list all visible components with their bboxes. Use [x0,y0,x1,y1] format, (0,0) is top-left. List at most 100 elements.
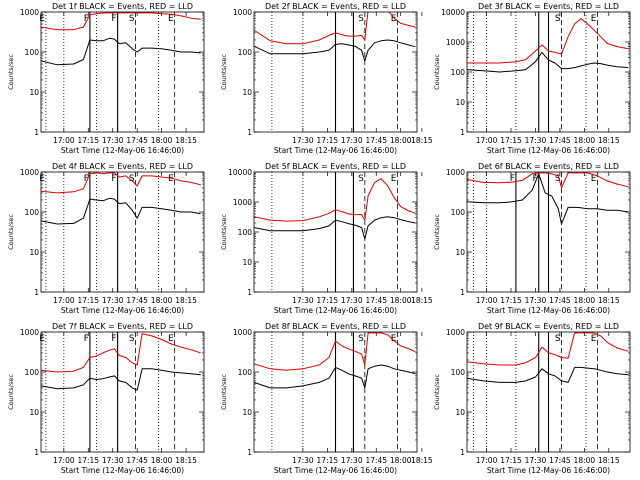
series-line-events [41,368,201,391]
marker-label: F [533,174,538,184]
series-line-lld [41,172,201,194]
marker-label: S [358,174,364,184]
x-tick-label: 17:30 [525,456,547,465]
x-tick-label: 18:00 [574,296,596,305]
chart-panel-7: Det 7f BLACK = Events, RED = LLD 1 10 100 10… [7,322,205,475]
y-tick-label: 10 [29,408,39,417]
y-tick-label: 10 [455,408,465,417]
plot-frame [40,171,205,293]
marker-label: E [39,334,45,344]
marker-label: F [111,14,116,24]
series-line-lld [254,332,416,371]
y-tick-label: 100 [451,208,466,217]
marker-label: E [168,334,174,344]
marker-label: F [84,174,89,184]
x-tick-label: 17:15 [77,136,99,145]
y-tick-label: 1000 [446,168,465,177]
x-tick-label: 17:45 [365,296,387,305]
x-tick-label: 18:00 [390,136,412,145]
marker-label: F [111,174,116,184]
x-axis-label: Start Time (12-May-06 16:46:00) [274,306,397,315]
marker-label: E [39,174,45,184]
y-axis-label: Counts/sec [433,214,441,250]
series-line-lld [467,332,629,366]
x-tick-label: 17:15 [77,456,99,465]
marker-label: F [84,334,89,344]
plot-frame [40,11,205,133]
x-tick-label: 17:45 [126,456,148,465]
chart-panel-9: Det 9f BLACK = Events, RED = LLD 1 10 100 10… [433,322,631,475]
chart-panel-8: Det 8f BLACK = Events, RED = LLD 1 10 100 10… [220,322,433,475]
x-tick-label: 17:45 [365,136,387,145]
x-tick-label: 17:45 [549,456,571,465]
chart-title: Det 2f BLACK = Events, RED = LLD [265,2,406,11]
x-axis-label: Start Time (12-May-06 16:46:00) [487,466,610,475]
x-tick-label: 17:45 [549,136,571,145]
series-line-lld [254,12,416,45]
plot-frame [466,331,631,453]
x-tick-label: 18:15 [598,136,620,145]
x-tick-label: 17:00 [53,296,75,305]
x-tick-label: 18:00 [390,456,412,465]
marker-label: E [391,174,397,184]
marker-label: E [168,14,174,24]
x-tick-label: 17:30 [292,456,314,465]
x-axis-label: Start Time (12-May-06 16:46:00) [61,306,184,315]
plot-frame [466,11,631,133]
x-tick-label: 18:00 [390,296,412,305]
x-tick-label: 17:30 [341,296,363,305]
marker-label: S [555,334,561,344]
x-tick-label: 17:45 [549,296,571,305]
x-axis-label: Start Time (12-May-06 16:46:00) [61,466,184,475]
series-line-events [254,364,416,389]
x-axis-label: Start Time (12-May-06 16:46:00) [487,306,610,315]
y-tick-label: 100 [451,68,466,77]
y-tick-label: 1 [247,448,252,457]
y-tick-label: 1 [460,448,465,457]
series-line-lld [254,178,416,222]
marker-label: S [358,334,364,344]
y-tick-label: 10000 [441,8,465,17]
x-tick-label: 17:30 [292,136,314,145]
chart-panel-5: Det 5f BLACK = Events, RED = LLD 1 10 100 10… [220,162,433,315]
chart-title: Det 7f BLACK = Events, RED = LLD [52,322,193,331]
y-tick-label: 1000 [233,8,252,17]
y-tick-label: 10 [242,408,252,417]
x-tick-label: 17:00 [476,296,498,305]
y-tick-label: 10 [242,258,252,267]
y-tick-label: 100 [238,368,253,377]
chart-title: Det 4f BLACK = Events, RED = LLD [52,162,193,171]
x-tick-label: 18:00 [151,296,173,305]
x-tick-label: 17:15 [317,456,339,465]
x-tick-label: 18:15 [175,456,197,465]
x-tick-label: 17:45 [126,136,148,145]
chart-title: Det 5f BLACK = Events, RED = LLD [265,162,406,171]
x-tick-label: 18:15 [598,456,620,465]
x-tick-label: 18:15 [411,136,433,145]
y-tick-label: 1 [247,128,252,137]
y-tick-label: 10 [455,248,465,257]
y-tick-label: 10 [242,88,252,97]
x-tick-label: 17:45 [365,456,387,465]
plot-frame [253,11,418,133]
series-line-lld [41,12,201,31]
y-axis-label: Counts/sec [7,214,15,250]
series-line-events [467,51,629,73]
marker-label: S [129,14,135,24]
chart-panel-4: Det 4f BLACK = Events, RED = LLD 1 10 100 10… [7,162,205,315]
series-line-events [467,173,629,225]
y-tick-label: 1000 [20,328,39,337]
x-axis-label: Start Time (12-May-06 16:46:00) [487,146,610,155]
x-tick-label: 17:30 [102,456,124,465]
x-tick-label: 17:30 [292,296,314,305]
marker-label: S [129,174,135,184]
marker-label: F [84,14,89,24]
x-tick-label: 18:00 [574,136,596,145]
y-tick-label: 100 [238,228,253,237]
marker-label: S [358,14,364,24]
marker-label: E [39,14,45,24]
chart-panel-3: Det 3f BLACK = Events, RED = LLD 1 10 100 10… [433,2,631,155]
chart-panel-6: Det 6f BLACK = Events, RED = LLD 1 10 100 10… [433,162,631,315]
y-tick-label: 100 [25,48,40,57]
